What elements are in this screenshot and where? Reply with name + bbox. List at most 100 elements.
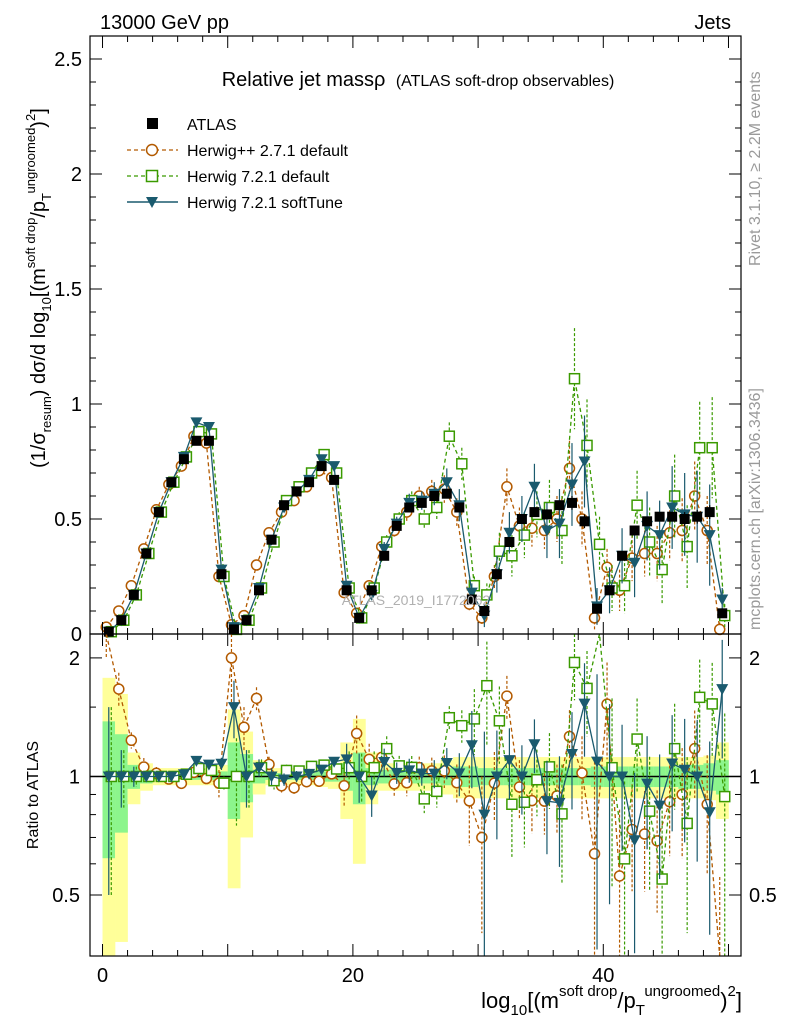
- herwig7-softtune-marker: [653, 530, 666, 542]
- herwig7-marker: [556, 808, 568, 820]
- herwig7-softtune-marker: [591, 756, 604, 768]
- herwig7-softtune-marker: [115, 771, 128, 783]
- herwig7-marker: [518, 796, 531, 808]
- legend: ATLAS Herwig++ 2.7.1 default Herwig 7.2.…: [127, 117, 349, 212]
- legend-marker-herwig7-softtune: [146, 197, 158, 208]
- herwig7-softtune-marker: [716, 594, 729, 606]
- y-tick-label: 0.5: [54, 509, 82, 531]
- atlas-marker: [116, 615, 127, 626]
- legend-label-atlas: ATLAS: [187, 117, 237, 134]
- herwigpp-marker: [350, 727, 363, 740]
- herwig7-marker: [693, 691, 706, 704]
- herwig7-marker: [593, 538, 606, 551]
- herwig7-marker: [418, 513, 431, 525]
- herwigpp-marker: [476, 831, 488, 844]
- herwig7-marker: [493, 715, 506, 727]
- xlabel: log10[(msoft drop/pTungroomed)2]: [481, 983, 742, 1019]
- herwig7-marker: [656, 873, 668, 885]
- chart-watermark: ATLAS_2019_I1772062: [342, 592, 491, 608]
- herwig7-marker: [506, 798, 518, 810]
- herwig7-marker: [656, 563, 668, 576]
- ratio-y-tick-label: 1: [69, 766, 80, 788]
- herwig7-softtune-marker: [628, 835, 641, 847]
- header-beam: 13000 GeV pp: [100, 12, 229, 34]
- herwig7-softtune-marker: [190, 417, 203, 429]
- herwig7-softtune-marker: [453, 768, 466, 780]
- herwigpp-marker: [601, 561, 613, 574]
- atlas-marker: [329, 474, 340, 485]
- ratio-y-tick-label: 2: [69, 648, 80, 670]
- herwig7-marker: [718, 790, 731, 803]
- herwig7-marker: [481, 679, 493, 692]
- herwigpp-marker: [288, 782, 300, 794]
- herwig7-softtune-marker: [378, 756, 391, 768]
- herwig7-marker: [456, 458, 468, 470]
- herwig7-softtune-marker: [328, 461, 341, 473]
- herwig7-marker: [568, 656, 581, 669]
- atlas-marker: [504, 537, 515, 547]
- herwig7-marker: [606, 761, 618, 774]
- herwig7-marker: [380, 742, 393, 755]
- herwig7-marker: [568, 372, 581, 385]
- herwig7-softtune-marker: [703, 807, 716, 819]
- herwig7-softtune-marker: [353, 771, 366, 783]
- mcplots-label: mcplots.cern.ch [arXiv:1306.3436]: [747, 388, 764, 630]
- herwigpp-marker: [576, 767, 588, 779]
- main-ylabel: (1/σresum) dσ/d log10[(msoft drop/pTungr…: [23, 108, 54, 468]
- atlas-marker: [316, 461, 327, 472]
- atlas-marker: [604, 585, 615, 596]
- herwig7-marker: [581, 439, 593, 452]
- herwig7-softtune-marker: [102, 771, 115, 783]
- atlas-marker: [516, 514, 527, 524]
- atlas-marker: [529, 507, 540, 518]
- herwigpp-marker: [300, 775, 313, 788]
- herwig7-marker: [443, 430, 456, 442]
- main-panel: ATLAS_2019_I1772062 0 0.5 1 1.5 2 2.5 Relativ…: [23, 35, 742, 646]
- legend-label-herwig7: Herwig 7.2.1 default: [187, 169, 330, 186]
- herwig7-softtune-marker: [653, 800, 666, 812]
- atlas-marker: [103, 626, 114, 637]
- atlas-marker: [592, 603, 603, 614]
- atlas-marker: [541, 509, 552, 520]
- herwig7-marker: [631, 499, 643, 511]
- atlas-marker: [203, 435, 214, 446]
- herwig7-softtune-marker: [540, 525, 553, 537]
- atlas-marker: [679, 514, 690, 524]
- herwig7-softtune-marker: [390, 767, 403, 779]
- atlas-marker: [228, 624, 239, 635]
- atlas-marker: [216, 569, 227, 580]
- herwigpp-marker: [250, 692, 263, 705]
- herwigpp-marker: [338, 779, 350, 792]
- herwig7-marker: [431, 501, 443, 514]
- herwigpp-marker: [588, 612, 601, 624]
- atlas-marker: [178, 454, 189, 465]
- atlas-marker: [191, 435, 202, 446]
- atlas-marker: [717, 608, 728, 619]
- herwig7-marker: [456, 719, 468, 732]
- ratio-y-tick-label-right: 0.5: [749, 885, 777, 907]
- herwig7-softtune-marker: [315, 764, 328, 776]
- herwig7-marker: [706, 441, 718, 454]
- atlas-marker: [667, 511, 678, 522]
- herwigpp-marker: [713, 623, 726, 636]
- herwigpp-marker: [663, 527, 676, 539]
- herwig7-softtune-marker: [240, 771, 253, 783]
- y-tick-label: 1.5: [54, 279, 82, 301]
- herwigpp-marker: [113, 683, 125, 695]
- y-tick-label: 2.5: [54, 49, 82, 71]
- herwig7-softtune-marker: [127, 771, 140, 783]
- atlas-marker: [692, 511, 703, 522]
- herwig7-marker: [280, 764, 293, 777]
- herwig7-marker: [543, 761, 556, 773]
- atlas-marker: [153, 507, 164, 518]
- legend-marker-herwig7: [145, 169, 159, 183]
- herwig7-softtune-marker: [503, 527, 516, 539]
- herwig7-marker: [531, 773, 543, 786]
- y-tick-label: 2: [71, 164, 82, 186]
- herwig7-softtune-marker: [465, 587, 478, 599]
- herwig7-marker: [556, 524, 568, 537]
- atlas-marker: [279, 500, 290, 511]
- herwig7-softtune-marker: [578, 456, 591, 468]
- herwig7-softtune-marker: [503, 755, 516, 767]
